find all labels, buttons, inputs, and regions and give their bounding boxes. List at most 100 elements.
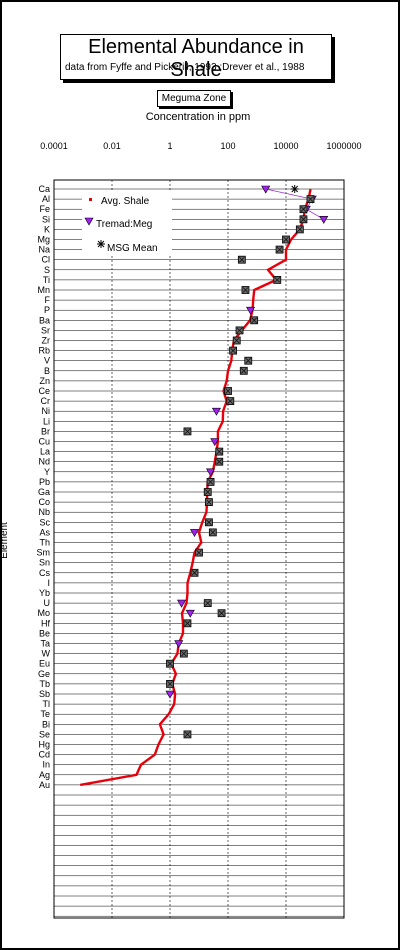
chart-subtitle: data from Fyffe and Pickerill, 1993 ;Dre… <box>65 62 305 73</box>
element-label: In <box>42 760 50 770</box>
msg-point-mark <box>207 479 214 485</box>
msg-point-mark <box>206 519 212 526</box>
msg-point-mark <box>191 570 198 576</box>
element-label: Sm <box>37 548 51 558</box>
legend-marker-avg-shale <box>89 198 92 201</box>
msg-point-mark <box>236 327 243 334</box>
chart-title: Elemental Abundance in Shale <box>88 36 304 81</box>
x-tick-label: 0.01 <box>103 141 121 151</box>
element-label: Ba <box>39 315 50 325</box>
msg-point-mark <box>240 368 247 374</box>
element-label: Co <box>38 497 50 507</box>
msg-point-mark <box>300 206 307 212</box>
element-label: Th <box>39 538 50 548</box>
element-label: K <box>44 224 50 234</box>
msg-point-mark <box>230 347 236 354</box>
element-label: Bi <box>42 719 50 729</box>
element-label: Ag <box>39 770 50 780</box>
element-label: Cu <box>38 437 50 447</box>
element-label: Mn <box>37 285 50 295</box>
msg-point-mark <box>184 428 191 435</box>
element-label: Cr <box>41 396 51 406</box>
element-label: Cs <box>39 568 50 578</box>
element-label: Br <box>41 426 50 436</box>
element-label: Ni <box>42 406 51 416</box>
msg-point-mark <box>233 337 240 344</box>
tremad-point <box>177 599 187 608</box>
legend-label: Avg. Shale <box>101 196 150 207</box>
tremad-point <box>165 690 175 699</box>
msg-point-mark <box>206 499 212 505</box>
element-label: U <box>44 598 51 608</box>
tremad-point <box>206 468 216 477</box>
msg-point-mark <box>225 388 231 394</box>
msg-point-mark <box>167 681 173 687</box>
element-label: Ga <box>38 487 50 497</box>
msg-point-mark <box>300 216 307 223</box>
x-tick-label: 1 <box>167 141 172 151</box>
tremad-point <box>246 306 256 315</box>
element-label: Cl <box>42 255 51 265</box>
element-label: Ta <box>40 639 50 649</box>
element-label: Ti <box>43 275 50 285</box>
x-tick-label: 0.0001 <box>40 141 68 151</box>
tremad-point <box>189 529 200 538</box>
msg-point-mark <box>297 226 303 233</box>
tremad-point <box>261 185 271 194</box>
msg-point-mark <box>184 731 191 738</box>
element-label: Sc <box>39 517 50 527</box>
msg-point-mark <box>283 236 289 243</box>
element-label: I <box>47 578 50 588</box>
element-label: Ge <box>38 669 50 679</box>
msg-point-mark <box>239 256 245 263</box>
msg-point-mark <box>251 317 257 324</box>
element-label: F <box>45 295 51 305</box>
element-label: Ca <box>38 184 50 194</box>
msg-point-mark <box>210 529 216 536</box>
title-box: Elemental Abundance in Shale data from F… <box>60 34 332 81</box>
msg-point-mark <box>196 549 202 556</box>
tremad-point <box>210 438 220 447</box>
x-axis-label: Concentration in ppm <box>145 111 251 123</box>
element-label: Sb <box>39 689 50 699</box>
element-label: Yb <box>39 588 50 598</box>
x-tick-label: 1000000 <box>326 141 361 151</box>
element-label: Tb <box>39 679 50 689</box>
msg-point-mark <box>245 357 252 364</box>
x-tick-label: 100 <box>220 141 235 151</box>
element-label: S <box>44 265 50 275</box>
element-label: Zn <box>39 376 50 386</box>
element-label: Sn <box>39 558 50 568</box>
legend-marker-tremad <box>84 217 94 226</box>
element-label: Nb <box>38 507 50 517</box>
element-label: Se <box>39 729 50 739</box>
x-tick-label: 10000 <box>273 141 298 151</box>
msg-point-mark <box>307 196 314 202</box>
msg-point-mark <box>204 600 211 606</box>
element-label: Rb <box>38 346 50 356</box>
tremad-point <box>211 407 221 416</box>
element-label: Hf <box>41 618 50 628</box>
msg-point-mark <box>218 610 225 616</box>
msg-point-mark <box>227 398 234 404</box>
msg-point-mark <box>242 287 249 293</box>
element-label: P <box>44 305 50 315</box>
element-label: Mo <box>37 608 50 618</box>
element-label: Zr <box>42 336 51 346</box>
element-label: Sr <box>41 325 50 335</box>
element-label: Y <box>44 467 50 477</box>
element-label: B <box>44 366 50 376</box>
element-label: La <box>40 447 50 457</box>
legend-bg <box>82 192 172 256</box>
element-label: Nd <box>38 457 50 467</box>
msg-point-mark <box>184 620 191 627</box>
element-label: Te <box>40 709 50 719</box>
element-label: Be <box>39 628 50 638</box>
element-label: Au <box>39 780 50 790</box>
element-label: Hg <box>38 740 50 750</box>
element-label: Mg <box>37 235 50 245</box>
msg-point-mark <box>181 650 187 657</box>
plot-border <box>53 179 345 919</box>
